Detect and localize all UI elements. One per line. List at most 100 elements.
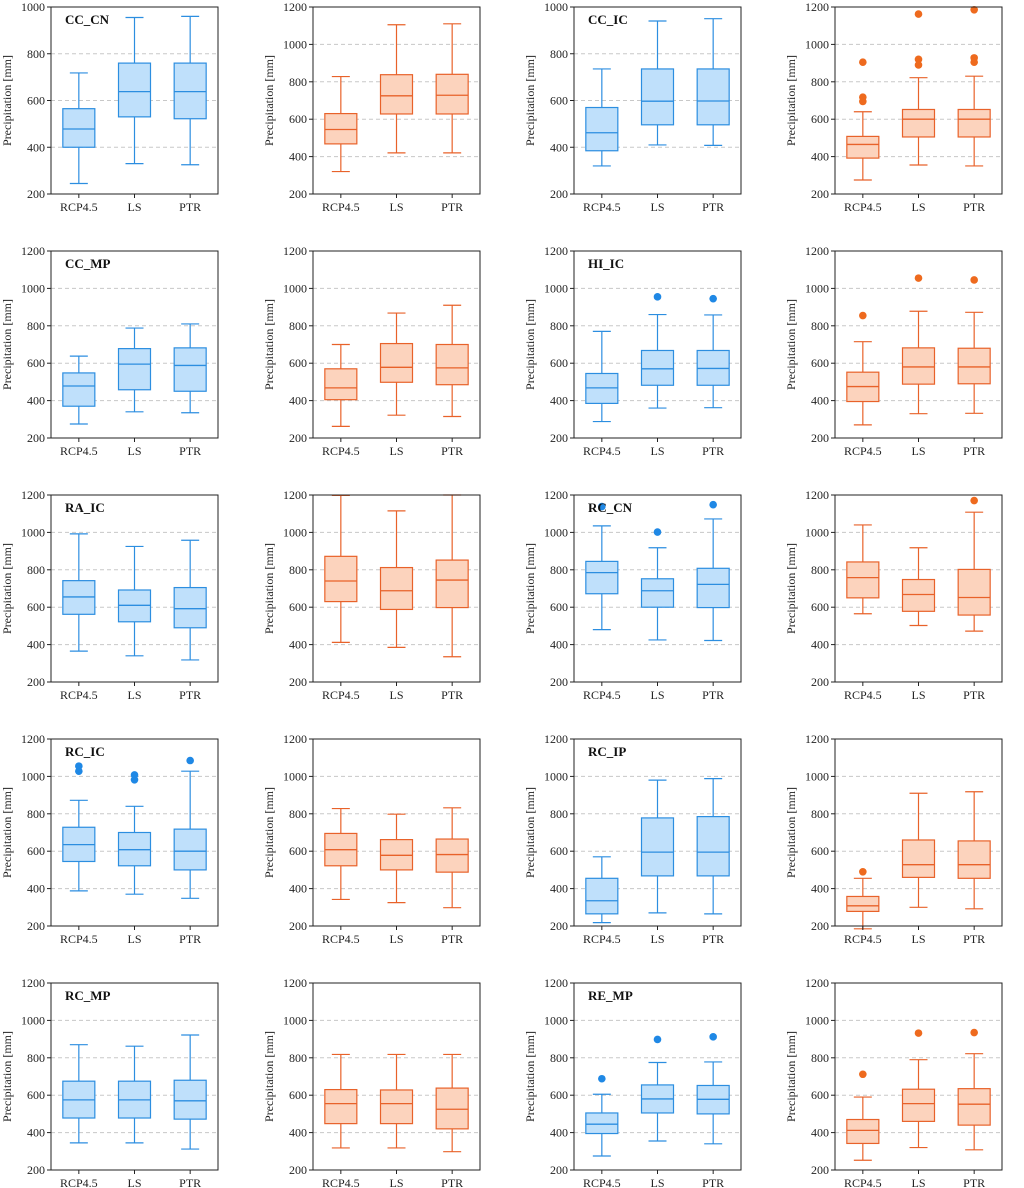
panel-5: 200 400 600 800 1000 1200 Precipitation [mm] RC… [0, 244, 219, 458]
box-PTR [173, 15, 207, 166]
y-tick-label: 400 [27, 638, 45, 652]
panel-title: RC_MP [65, 988, 111, 1003]
outlier-point [970, 6, 978, 14]
y-tick-label: 200 [289, 1163, 307, 1177]
box-PTR [957, 276, 991, 414]
iqr-box [435, 1087, 469, 1130]
x-tick-label: PTR [179, 444, 201, 458]
y-tick-label: 200 [811, 675, 829, 689]
panel-1: 200 400 600 800 1000 Precipitation [mm] RCP4.5… [0, 0, 219, 214]
y-tick-label: 800 [550, 319, 568, 333]
outlier-point [598, 502, 606, 511]
iqr-box [640, 817, 675, 877]
y-tick-label: 800 [550, 563, 568, 577]
x-tick-label: PTR [702, 200, 724, 214]
y-tick-label: 200 [27, 1163, 45, 1177]
outlier-point [914, 61, 923, 69]
box-RCP4.5 [846, 58, 880, 181]
y-tick-label: 1000 [805, 37, 829, 51]
box-LS [901, 1029, 936, 1149]
y-tick-label: 1000 [544, 281, 568, 295]
y-tick-label: 600 [811, 600, 829, 614]
iqr-box [957, 568, 991, 616]
outlier-point [598, 1074, 606, 1083]
plot-frame [50, 250, 219, 439]
box-RCP4.5 [846, 524, 880, 615]
y-tick-label: 1000 [283, 769, 307, 783]
y-tick-label: 400 [811, 150, 829, 164]
y-tick-label: 600 [27, 94, 45, 108]
x-tick-label: RCP4.5 [322, 688, 360, 702]
iqr-box [324, 368, 358, 401]
y-tick-label: 600 [550, 94, 568, 108]
panel-16: 200 400 600 800 1000 1200 Precipitation [mm] RC… [784, 732, 1003, 946]
box-RCP4.5 [585, 330, 619, 423]
y-tick-label: 600 [550, 600, 568, 614]
iqr-box [324, 555, 358, 603]
x-tick-label: PTR [963, 932, 985, 946]
x-tick-label: LS [650, 688, 664, 702]
x-tick-label: RCP4.5 [844, 688, 882, 702]
iqr-box [846, 135, 880, 159]
plot-frame [312, 250, 481, 439]
y-axis-label: Precipitation [mm] [262, 1031, 276, 1122]
panel-11: 200 400 600 800 1000 1200 Precipitation [mm] RC… [523, 488, 742, 702]
outlier-point [970, 1028, 978, 1037]
iqr-box [435, 73, 469, 115]
outlier-point [970, 54, 978, 62]
plot-frame [312, 738, 481, 927]
outlier-point [75, 762, 83, 770]
y-tick-label: 400 [550, 1126, 568, 1140]
outlier-point [709, 294, 717, 303]
box-RCP4.5 [62, 72, 96, 185]
x-tick-label: PTR [702, 688, 724, 702]
plot-frame [573, 982, 742, 1171]
panel-title: HI_IC [588, 256, 624, 271]
plot-frame [312, 494, 481, 683]
x-tick-label: LS [911, 688, 925, 702]
y-tick-label: 600 [811, 844, 829, 858]
plot-frame [834, 982, 1003, 1171]
box-RCP4.5 [324, 807, 358, 901]
iqr-box [379, 566, 414, 611]
panel-15: 200 400 600 800 1000 1200 Precipitation [mm] RC… [523, 732, 742, 946]
x-tick-label: RCP4.5 [844, 200, 882, 214]
x-tick-label: PTR [441, 932, 463, 946]
outlier-point [186, 756, 194, 765]
box-LS [379, 312, 414, 416]
y-tick-label: 200 [289, 187, 307, 201]
y-tick-label: 1000 [283, 37, 307, 51]
x-tick-label: RCP4.5 [583, 688, 621, 702]
y-tick-label: 1200 [805, 976, 829, 990]
iqr-box [640, 578, 675, 608]
iqr-box [173, 1079, 207, 1120]
box-RCP4.5 [585, 856, 619, 924]
y-tick-label: 400 [289, 1126, 307, 1140]
x-tick-label: PTR [179, 1176, 201, 1188]
x-tick-label: LS [911, 444, 925, 458]
y-tick-label: 600 [289, 1088, 307, 1102]
y-tick-label: 1200 [805, 732, 829, 746]
y-tick-label: 200 [550, 919, 568, 933]
y-tick-label: 1000 [805, 281, 829, 295]
outlier-point [653, 293, 662, 301]
y-tick-label: 600 [289, 844, 307, 858]
y-tick-label: 400 [289, 150, 307, 164]
y-tick-label: 400 [550, 394, 568, 408]
outlier-point [859, 311, 867, 320]
iqr-box [585, 1112, 619, 1135]
outlier-point [859, 93, 867, 101]
y-tick-label: 200 [27, 187, 45, 201]
box-LS [901, 274, 936, 415]
y-tick-label: 200 [811, 919, 829, 933]
x-tick-label: PTR [702, 1176, 724, 1188]
y-tick-label: 800 [550, 47, 568, 61]
x-tick-label: PTR [963, 444, 985, 458]
box-RCP4.5 [846, 311, 880, 426]
iqr-box [901, 578, 936, 612]
iqr-box [901, 839, 936, 878]
x-tick-label: RCP4.5 [60, 444, 98, 458]
iqr-box [585, 877, 619, 915]
iqr-box [901, 347, 936, 385]
panel-19: 200 400 600 800 1000 1200 Precipitation [mm] RC… [523, 976, 742, 1188]
